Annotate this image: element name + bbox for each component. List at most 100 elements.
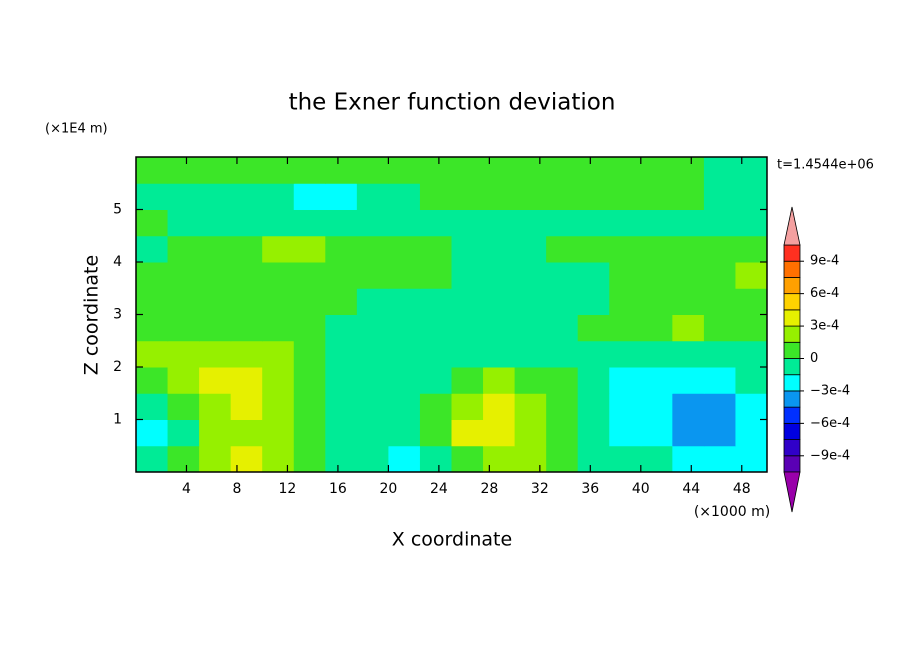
contour-cell: [514, 393, 547, 420]
contour-cell: [609, 235, 642, 263]
contour-cell: [735, 183, 768, 210]
contour-cell: [514, 419, 547, 447]
contour-cell: [640, 262, 673, 289]
contour-cell: [735, 209, 768, 237]
contour-cell: [609, 288, 642, 315]
contour-cell: [230, 340, 263, 368]
y-tick-label: 5: [113, 202, 122, 218]
contour-cell: [167, 314, 200, 342]
contour-cell: [419, 445, 452, 473]
x-tick-label: 20: [379, 481, 397, 497]
contour-cell: [262, 367, 295, 394]
colorbar-bin: [783, 325, 801, 343]
contour-cell: [293, 235, 326, 263]
contour-cell: [230, 235, 263, 263]
contour-cell: [451, 262, 484, 289]
contour-cell: [388, 183, 421, 210]
contour-cell: [136, 419, 169, 447]
contour-cell: [230, 183, 263, 210]
contour-cell: [167, 288, 200, 315]
contour-cell: [703, 314, 736, 342]
contour-cell: [514, 235, 547, 263]
contour-cell: [230, 419, 263, 447]
contour-cell: [703, 183, 736, 210]
contour-cell: [672, 157, 705, 184]
contour-cell: [735, 262, 768, 289]
contour-cell: [356, 209, 389, 237]
contour-cell: [577, 157, 610, 184]
contour-cell: [388, 288, 421, 315]
contour-cell: [199, 209, 232, 237]
contour-cell: [514, 157, 547, 184]
contour-cell: [136, 393, 169, 420]
contour-cell: [577, 262, 610, 289]
contour-cell: [325, 367, 358, 394]
contour-cell: [546, 314, 579, 342]
y-tick-label: 1: [113, 412, 122, 428]
contour-cell: [514, 445, 547, 473]
contour-cell: [167, 340, 200, 368]
contour-cell: [293, 445, 326, 473]
colorbar-bin: [783, 309, 801, 327]
contour-cell: [672, 367, 705, 394]
contour-cell: [640, 340, 673, 368]
contour-cell: [546, 209, 579, 237]
x-tick-label: 8: [232, 481, 241, 497]
contour-cell: [167, 209, 200, 237]
contour-cell: [483, 209, 516, 237]
contour-cell: [703, 393, 736, 420]
contour-cell: [230, 445, 263, 473]
contour-cell: [640, 209, 673, 237]
contour-cell: [577, 340, 610, 368]
colorbar-tick-label: 0: [810, 351, 818, 366]
contour-cell: [546, 367, 579, 394]
x-unit: (×1000 m): [694, 504, 770, 520]
contour-cell: [325, 445, 358, 473]
x-tick-label: 12: [279, 481, 297, 497]
contour-cell: [167, 445, 200, 473]
contour-cell: [672, 314, 705, 342]
contour-cell: [735, 367, 768, 394]
contour-cell: [293, 157, 326, 184]
contour-cell: [546, 288, 579, 315]
contour-cell: [419, 340, 452, 368]
contour-cell: [577, 445, 610, 473]
contour-field: [136, 157, 768, 473]
contour-cell: [262, 393, 295, 420]
contour-cell: [262, 235, 295, 263]
contour-cell: [419, 262, 452, 289]
x-tick-label: 36: [581, 481, 599, 497]
contour-cell: [546, 157, 579, 184]
contour-cell: [483, 419, 516, 447]
contour-cell: [419, 288, 452, 315]
colorbar-bin: [783, 455, 801, 473]
contour-cell: [388, 393, 421, 420]
contour-cell: [483, 393, 516, 420]
contour-cell: [388, 367, 421, 394]
contour-cell: [609, 393, 642, 420]
contour-cell: [672, 393, 705, 420]
contour-cell: [735, 445, 768, 473]
y-tick-label: 3: [113, 307, 122, 323]
x-axis-label: X coordinate: [392, 529, 512, 551]
contour-cell: [262, 340, 295, 368]
contour-cell: [672, 235, 705, 263]
contour-cell: [514, 262, 547, 289]
contour-cell: [167, 262, 200, 289]
contour-cell: [325, 393, 358, 420]
contour-cell: [546, 340, 579, 368]
contour-cell: [735, 393, 768, 420]
contour-cell: [199, 235, 232, 263]
contour-cell: [609, 183, 642, 210]
chart-title: the Exner function deviation: [289, 90, 616, 116]
contour-cell: [640, 419, 673, 447]
contour-cell: [230, 157, 263, 184]
contour-cell: [388, 235, 421, 263]
contour-cell: [577, 235, 610, 263]
contour-cell: [262, 183, 295, 210]
y-tick-label: 2: [113, 359, 122, 375]
contour-cell: [577, 288, 610, 315]
contour-cell: [293, 209, 326, 237]
contour-cell: [293, 393, 326, 420]
x-tick-label: 4: [182, 481, 191, 497]
